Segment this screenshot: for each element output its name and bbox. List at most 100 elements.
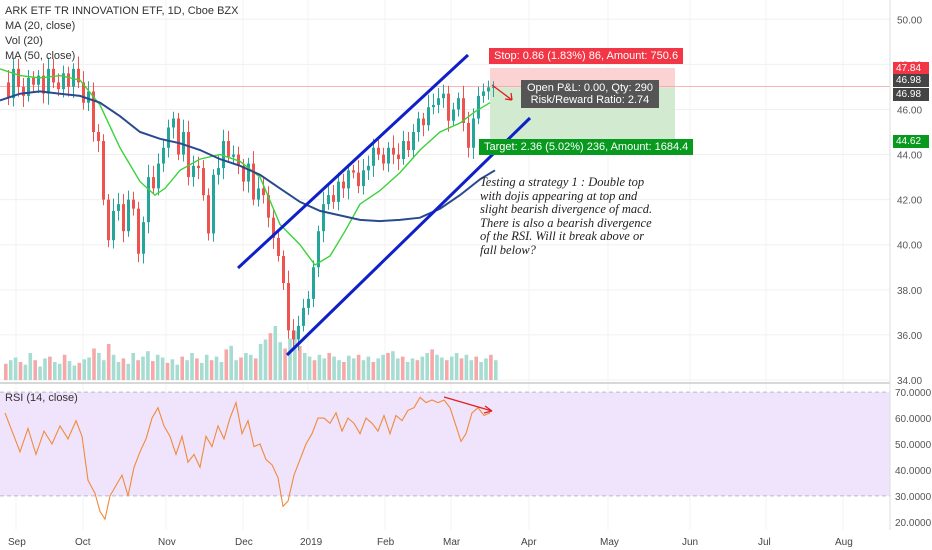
volume-bar [77,362,82,380]
volume-bar [489,354,493,380]
candle-body [97,132,100,142]
candle-body [187,132,190,178]
volume-bar [48,356,52,380]
divergence-arrowhead [504,92,513,101]
candle-body [492,86,495,88]
price-tag-last: 46.98 [893,88,929,102]
candle-body [162,147,165,164]
candle-body [17,68,20,87]
candle-body [442,93,445,99]
volume-bar [160,357,165,380]
candle-body [32,77,35,85]
volume-bar [116,362,121,380]
volume-bar [175,364,180,380]
candle-body [347,170,350,189]
candle-body [192,165,195,178]
volume-bar [146,351,150,380]
candle-body [132,199,135,209]
time-tick-label: Apr [521,537,537,548]
candle-body [127,199,130,232]
candle-body [147,177,150,223]
volume-bar [4,363,8,380]
price-tag-stop: 47.84 [893,61,929,75]
rsi-legend: RSI (14, close) [5,392,78,404]
candle-body [307,298,310,308]
time-tick-label: Jul [758,537,771,548]
volume-bar [327,353,331,380]
price-tag-target: 44.62 [893,134,929,148]
candle-body [117,204,120,211]
time-tick-label: Dec [235,537,253,548]
candle-body [317,231,320,268]
divergence-arrow [491,84,513,101]
price-tick-label: 36.00 [897,331,922,342]
price-tag-entry: 46.98 [893,74,929,88]
candle-body [212,174,215,234]
volume-bar [371,362,376,380]
rsi-tick-label: 50.0000 [895,440,932,451]
ma50-legend: MA (50, close) [5,50,76,62]
volume-bar [87,357,91,380]
rsi-band [0,392,890,496]
candle-body [277,237,280,256]
candle-body [37,75,40,85]
price-tick-label: 42.00 [897,196,922,207]
volume-bar [302,353,307,380]
volume-bar [293,330,297,380]
time-tick-label: Nov [158,537,176,548]
volume-bar [366,356,371,380]
stop-label[interactable]: Stop: 0.86 (1.83%) 86, Amount: 750.6 [489,48,684,64]
candle-body [382,154,385,164]
volume-bar [469,360,474,380]
volume-bar [214,356,219,380]
volume-bar [38,366,42,380]
candle-body [302,307,305,326]
volume-bar [106,344,111,380]
volume-bar [494,360,498,380]
volume-bar [454,353,459,380]
candle-body [27,77,30,96]
risk-reward-text: Risk/Reward Ratio: 2.74 [530,94,650,106]
volume-bar [400,356,405,380]
candle-body [142,222,145,254]
price-tick-label: 50.00 [897,15,922,26]
volume-bar [415,360,420,380]
volume-bar [72,365,77,380]
position-info[interactable]: Open P&L: 0.00, Qty: 290 Risk/Reward Rat… [521,80,659,108]
channel-lower [285,116,532,357]
volume-bar [102,360,106,380]
candle-body [202,168,205,196]
candle-body [72,68,75,87]
volume-bar [474,356,478,380]
candle-body [487,87,490,92]
volume-bar [234,360,238,380]
candle-body [227,141,230,157]
time-tick-label: Sep [8,537,26,548]
time-tick-label: Jun [682,537,698,548]
volume-bar [410,358,415,380]
volume-bar [425,353,429,380]
target-label[interactable]: Target: 2.36 (5.02%) 236, Amount: 1684.4 [479,139,694,155]
price-tick-label: 38.00 [897,286,922,297]
volume-bar [195,358,199,380]
candle-body [57,82,60,90]
volume-bar [53,362,57,380]
volume-bar [381,354,385,380]
volume-bar [249,354,253,380]
time-tick-label: Aug [835,537,853,548]
volume-bar [170,359,175,380]
candle-body [42,75,45,94]
volume-bar [420,356,425,380]
candle-body [372,147,375,166]
time-tick-label: Oct [75,537,91,548]
ma50-line [0,90,496,223]
candle-body [22,86,25,96]
candle-body [342,181,345,189]
volume-bar [376,358,380,380]
candle-body [407,141,410,151]
volume-bar [126,363,131,380]
candle-body [182,132,185,155]
candle-body [297,325,300,340]
